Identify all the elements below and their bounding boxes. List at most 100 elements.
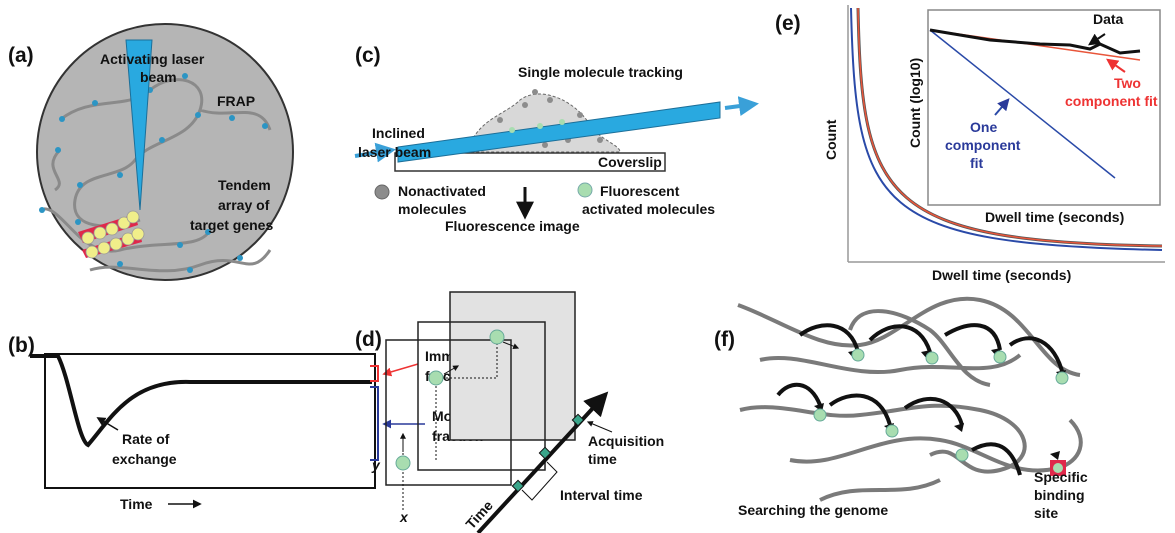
shape-circle [182,73,188,79]
shape-circle [39,207,45,213]
shape-circle [1056,372,1068,384]
genes-label: Tendem [218,177,271,193]
shape-circle [75,219,81,225]
coverslip-label: Coverslip [598,154,662,170]
acquisition-label: Acquisition [588,433,664,449]
shape-circle [159,137,165,143]
panel-d: (d) y x Acquisition time Interval time T… [355,292,664,533]
shape-circle [814,409,826,421]
panel-label: (d) [355,328,382,351]
shape-line [725,104,755,108]
shape-circle [132,228,144,240]
time-label: Time [462,497,496,532]
shape-g [778,325,1063,475]
shape-path [954,423,964,432]
shape-line [588,422,612,432]
panel-label: (b) [8,334,35,357]
panel-e: (e) Count Dwell time (seconds) Count (lo… [775,5,1165,283]
one-label: One [970,119,997,135]
time-label: Time [120,496,153,512]
panel-label: (f) [714,328,735,351]
site-label: Specific [1034,469,1088,485]
shape-circle [542,142,548,148]
genes-label: target genes [190,217,273,233]
panel-a: (a) Activating laser beam FRAP Tendem ar… [8,24,293,280]
genes-label: array of [218,197,270,213]
fluorescent-label: activated molecules [582,201,715,217]
shape-circle [117,261,123,267]
shape-circle [597,137,603,143]
site-label: binding [1034,487,1085,503]
rate-label: exchange [112,451,177,467]
shape-circle [490,330,504,344]
shape-circle [82,232,94,244]
shape-circle [532,89,538,95]
shape-circle [92,100,98,106]
shape-line [384,364,418,374]
y-label: y [371,457,381,473]
shape-circle [98,242,110,254]
shape-path [830,395,890,425]
shape-circle [127,211,139,223]
beam-label: Inclined [372,125,425,141]
shape-circle [886,425,898,437]
shape-circle [509,127,515,133]
rate-label: Rate of [122,431,170,447]
shape-circle [86,246,98,258]
shape-path [905,399,962,425]
inset-y-label: Count (log10) [907,58,923,148]
panel-label: (a) [8,44,34,67]
caption: Searching the genome [738,502,888,518]
two-label: component fit [1065,93,1158,109]
site-label: site [1034,505,1058,521]
fluorescent-label: Fluorescent [600,183,680,199]
shape-circle [578,183,592,197]
shape-circle [396,456,410,470]
beam-label: Activating laser [100,51,205,67]
shape-path [945,325,1000,350]
shape-circle [237,255,243,261]
shape-circle [497,117,503,123]
x-label: Dwell time (seconds) [932,267,1071,283]
shape-circle [77,182,83,188]
panel-f: (f) Searching the genome Specific bindin… [714,299,1088,521]
panel-label: (c) [355,44,381,67]
shape-circle [994,351,1006,363]
nonactivated-label: Nonactivated [398,183,486,199]
shape-circle [59,116,65,122]
shape-circle [229,115,235,121]
shape-path [30,356,372,445]
panel-c: (c) Single molecule tracking Inclined la… [355,44,755,234]
interval-label: Interval time [560,487,643,503]
x-label: x [399,509,409,525]
beam-label: laser beam [358,144,431,160]
shape-circle [547,97,553,103]
beam-label: beam [140,69,177,85]
shape-circle [375,185,389,199]
y-label: Count [823,119,839,160]
one-label: fit [970,155,984,171]
shape-circle [262,123,268,129]
shape-path [778,385,820,405]
shape-path [1050,451,1060,460]
title: Single molecule tracking [518,64,683,80]
shape-circle [110,238,122,250]
shape-circle [522,102,528,108]
figure: (a) Activating laser beam FRAP Tendem ar… [0,0,1175,533]
nonactivated-label: molecules [398,201,467,217]
shape-circle [559,119,565,125]
image-label: Fluorescence image [445,218,580,234]
data-label: Data [1093,11,1124,27]
shape-rect [450,292,575,440]
acquisition-label: time [588,451,617,467]
shape-circle [117,172,123,178]
shape-circle [55,147,61,153]
frap-label: FRAP [217,93,255,109]
shape-circle [577,112,583,118]
shape-circle [537,123,543,129]
shape-circle [187,267,193,273]
shape-rect [45,354,375,488]
shape-circle [852,349,864,361]
shape-circle [926,352,938,364]
shape-circle [177,242,183,248]
